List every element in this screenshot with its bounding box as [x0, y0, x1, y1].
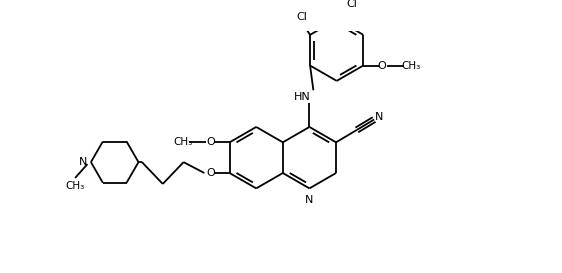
Text: CH₃: CH₃ [174, 137, 193, 147]
Text: O: O [206, 137, 215, 147]
Text: N: N [79, 157, 88, 167]
Text: CH₃: CH₃ [65, 182, 85, 191]
Text: HN: HN [293, 92, 310, 102]
Text: O: O [378, 61, 387, 70]
Text: Cl: Cl [296, 12, 307, 22]
Text: CH₃: CH₃ [401, 61, 420, 70]
Text: N: N [305, 195, 314, 205]
Text: N: N [375, 112, 383, 121]
Text: Cl: Cl [346, 0, 357, 8]
Text: O: O [206, 168, 215, 178]
